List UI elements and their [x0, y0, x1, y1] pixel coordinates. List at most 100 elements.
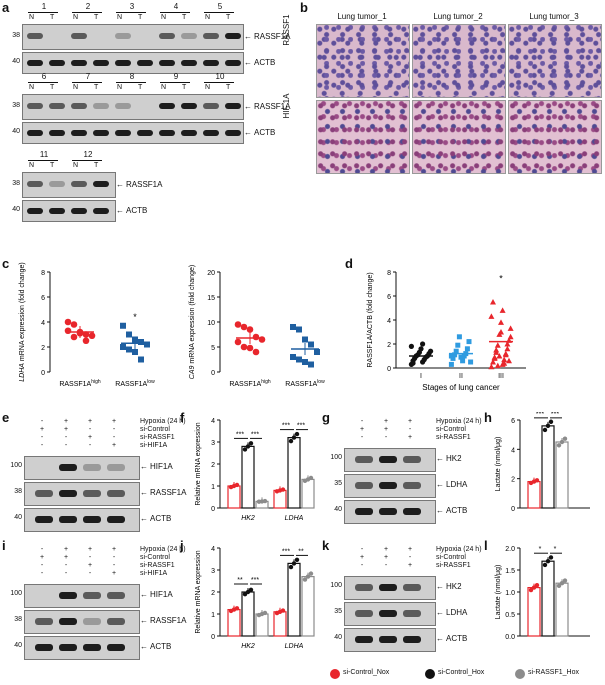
band-label: RASSF1A	[140, 488, 186, 497]
molecular-weight: 40	[14, 514, 22, 521]
molecular-weight: 100	[10, 590, 22, 597]
stain-row-label: RASSF1	[282, 14, 291, 46]
lane-n-label: N	[29, 162, 35, 169]
panel-f-letter: f	[180, 410, 185, 425]
lane-n-label: N	[117, 84, 123, 91]
lane-t-label: T	[94, 14, 99, 21]
lane-bar	[160, 82, 190, 83]
actb-band	[27, 130, 43, 136]
y-tick-label: 1	[211, 612, 215, 619]
blot-strip	[344, 500, 436, 524]
bar	[287, 562, 301, 637]
y-tick-label: 0	[511, 506, 515, 513]
protein-band	[355, 508, 373, 515]
data-point-stage-i	[420, 341, 426, 347]
condition-label: si-Control	[436, 554, 466, 561]
condition-sign: -	[408, 554, 412, 561]
data-point-stage-iii	[501, 356, 508, 363]
condition-sign: +	[63, 426, 69, 433]
data-point-stage-iii	[501, 360, 508, 366]
protein-band	[403, 482, 421, 489]
lane-number: 3	[129, 2, 135, 11]
data-point-stage-i	[418, 346, 424, 352]
data-point-high	[240, 343, 248, 351]
protein-band	[83, 618, 101, 625]
tumor-column-title: Lung tumor_2	[433, 12, 483, 21]
blot-strip	[344, 474, 436, 498]
lane-number: 1	[41, 2, 47, 11]
band-label: HK2	[436, 454, 462, 463]
actb-band	[27, 208, 43, 214]
y-tick-label: 2	[511, 477, 515, 484]
actb-band	[225, 130, 241, 136]
protein-band	[107, 644, 125, 651]
data-point-high	[246, 344, 254, 352]
condition-sign: +	[383, 554, 389, 561]
y-tick-label: 5	[211, 345, 215, 352]
replicate-dot	[234, 606, 240, 611]
condition-sign: +	[87, 418, 93, 425]
protein-band	[59, 464, 77, 471]
protein-band	[379, 482, 397, 489]
data-point-stage-ii	[455, 342, 461, 348]
band-label: ACTB	[140, 642, 171, 651]
data-point-stage-ii	[464, 346, 470, 352]
rassf1a-band	[203, 103, 219, 109]
condition-label: si-RASSF1	[140, 434, 175, 441]
lane-t-label: T	[94, 84, 99, 91]
condition-sign: -	[360, 434, 364, 441]
replicate-dot	[534, 478, 540, 483]
data-point-stage-iii	[490, 359, 496, 365]
data-point-low	[308, 341, 314, 348]
rassf1a-band	[225, 33, 241, 39]
protein-band	[83, 592, 101, 599]
band-label: ACTB	[140, 514, 171, 523]
lane-t-label: T	[138, 14, 143, 21]
data-point-stage-i	[428, 348, 434, 354]
condition-sign: +	[407, 434, 413, 441]
data-point-stage-iii	[493, 347, 500, 353]
data-point-low	[126, 331, 132, 338]
condition-label: Hypoxia (24 h)	[436, 546, 482, 553]
replicate-dot	[559, 439, 565, 445]
condition-sign: +	[111, 570, 117, 577]
y-axis-gene: CA9	[189, 365, 196, 379]
x-label-main: RASSF1A	[229, 381, 261, 388]
actb-band	[115, 130, 131, 136]
condition-sign: -	[360, 562, 364, 569]
replicate-dot	[542, 562, 548, 568]
protein-band	[355, 584, 373, 591]
condition-label: Hypoxia (24 h)	[140, 546, 186, 553]
legend-label: si-RASSF1_Hox	[528, 669, 579, 676]
band-label: RASSF1A	[140, 616, 186, 625]
legend-marker	[330, 669, 340, 679]
data-point-stage-i	[410, 360, 416, 366]
blot-strip	[24, 584, 140, 608]
lane-bar	[160, 12, 190, 13]
condition-sign: -	[40, 562, 44, 569]
sig-label: ***	[251, 431, 259, 438]
band-label: HIF1A	[140, 590, 173, 599]
replicate-dot	[288, 438, 294, 444]
protein-band	[403, 636, 421, 643]
lane-number: 12	[83, 150, 93, 159]
molecular-weight: 100	[10, 462, 22, 469]
condition-sign: -	[88, 426, 92, 433]
lane-bar	[204, 12, 234, 13]
x-gene-label: HK2	[241, 515, 255, 522]
data-point-stage-iii	[506, 357, 512, 364]
blot-strip	[344, 448, 436, 472]
blot-strip	[344, 602, 436, 626]
actb-band	[71, 208, 87, 214]
lane-n-label: N	[73, 14, 79, 21]
protein-band	[83, 490, 101, 497]
legend-label: si-Control_Nox	[343, 669, 390, 676]
y-tick-label: 6	[387, 294, 391, 301]
y-tick-label: 6	[41, 295, 45, 302]
condition-sign: +	[407, 562, 413, 569]
replicate-dot	[302, 577, 308, 582]
rassf1a-band	[93, 181, 109, 187]
condition-sign: +	[383, 546, 389, 553]
y-tick-label: 1.0	[505, 590, 515, 597]
lane-bar	[28, 12, 58, 13]
